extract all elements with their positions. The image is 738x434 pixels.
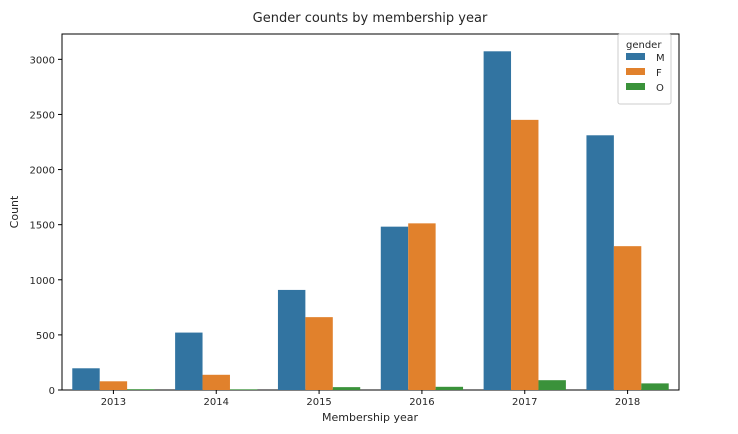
legend-label-O: O [656, 83, 664, 94]
legend-items: MFO [626, 53, 665, 94]
y-tick-label: 3000 [30, 55, 55, 66]
legend-label-F: F [656, 68, 662, 79]
y-axis: 0 500 1000 1500 2000 2500 3000 [30, 55, 62, 397]
bar-M-2013 [72, 368, 100, 390]
y-tick-label: 500 [36, 331, 55, 342]
bar-F-2015 [305, 317, 333, 390]
bar-O-2016 [435, 386, 464, 390]
bar-O-2014 [229, 389, 258, 390]
bar-M-2017 [483, 51, 512, 391]
legend-label-M: M [656, 53, 665, 64]
legend-swatch-F [626, 68, 645, 75]
legend: gender MFO [617, 33, 672, 105]
chart-title: Gender counts by membership year [253, 11, 488, 26]
bar-F-2016 [408, 223, 436, 390]
y-axis-label: Count [8, 195, 21, 228]
x-tick-label: 2016 [409, 397, 434, 408]
bar-F-2014 [202, 374, 230, 390]
bar-M-2015 [277, 289, 306, 390]
y-tick-label: 2500 [30, 110, 55, 121]
bar-F-2013 [99, 381, 128, 390]
x-tick-label: 2013 [101, 397, 126, 408]
x-tick-label: 2015 [306, 397, 331, 408]
bar-M-2014 [175, 332, 203, 390]
legend-swatch-O [626, 83, 645, 90]
plot-frame [61, 33, 680, 391]
y-tick-label: 0 [49, 386, 55, 397]
x-tick-label: 2018 [615, 397, 640, 408]
bar-O-2018 [641, 383, 669, 390]
bar-O-2013 [127, 389, 155, 390]
bar-F-2018 [613, 246, 642, 390]
bar-F-2017 [511, 119, 539, 390]
legend-swatch-M [626, 53, 645, 60]
bar-M-2016 [380, 226, 409, 390]
x-axis: 2013 2014 2015 2016 2017 2018 [101, 390, 640, 408]
x-tick-label: 2014 [204, 397, 229, 408]
y-tick-label: 1500 [30, 221, 55, 232]
bar-M-2018 [586, 135, 614, 390]
y-tick-label: 2000 [30, 166, 55, 177]
bar-O-2017 [538, 380, 566, 390]
bar-O-2015 [332, 387, 361, 390]
x-tick-label: 2017 [512, 397, 537, 408]
x-axis-label: Membership year [322, 411, 419, 424]
y-tick-label: 1000 [30, 276, 55, 287]
bars [72, 51, 669, 391]
legend-title: gender [626, 40, 662, 51]
